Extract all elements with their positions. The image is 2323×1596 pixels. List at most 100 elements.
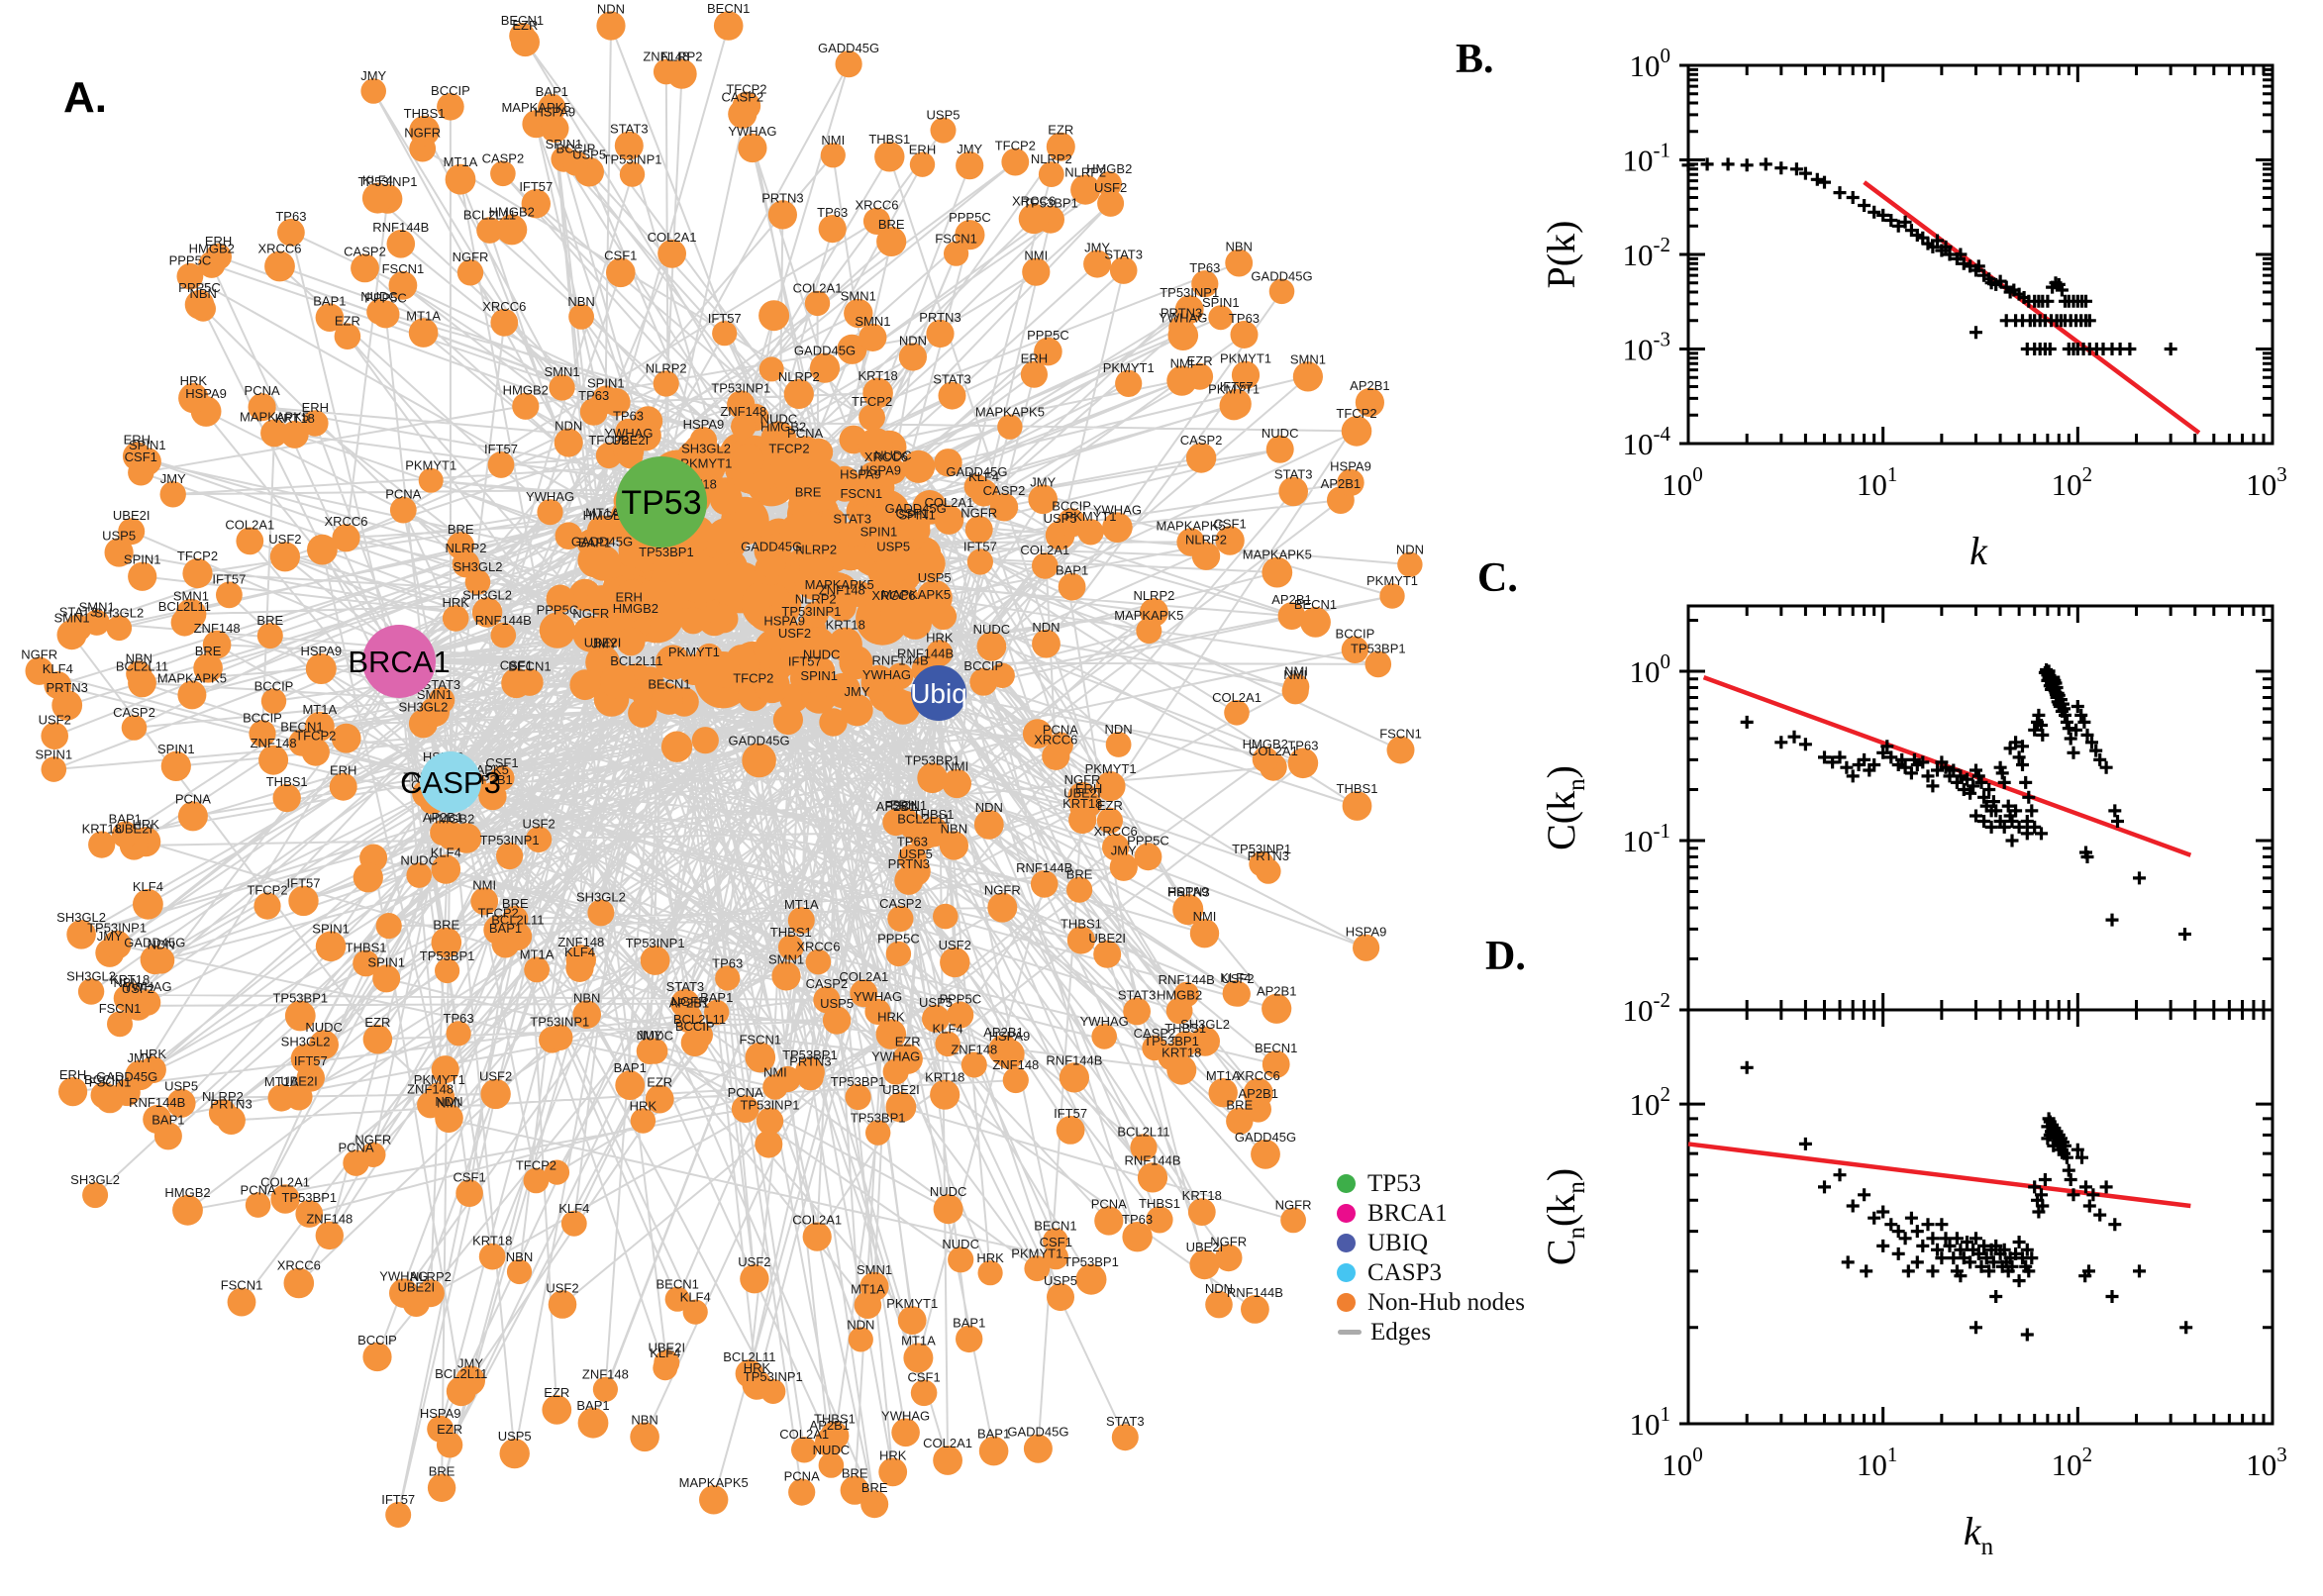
- node-label: MAPKAPK5: [501, 100, 570, 115]
- node-label: MAPKAPK5: [1114, 608, 1183, 623]
- non-hub-node: [315, 931, 347, 962]
- non-hub-node: [839, 521, 865, 548]
- node-label: NGFR: [572, 606, 609, 621]
- node-label: SH3GL2: [681, 441, 731, 455]
- non-hub-node: [253, 892, 281, 920]
- node-label: MT1A: [851, 1281, 885, 1296]
- non-hub-node: [1001, 148, 1030, 176]
- node-label: NGFR: [453, 249, 489, 264]
- node-label: ERH: [330, 763, 356, 778]
- non-hub-node: [331, 723, 361, 753]
- non-hub-node: [1231, 360, 1261, 389]
- node-label: RNF144B: [129, 1095, 185, 1110]
- non-hub-node: [307, 534, 338, 565]
- node-label: FSCN1: [221, 1278, 263, 1293]
- legend-item-label: UBIQ: [1367, 1229, 1429, 1256]
- non-hub-node: [987, 892, 1018, 923]
- fit-line: [1687, 1142, 2191, 1209]
- node-label: NUDC: [637, 1029, 674, 1044]
- node-label: HRK: [879, 1447, 907, 1462]
- node-label: TFCP2: [995, 139, 1036, 153]
- non-hub-node: [1137, 1162, 1168, 1193]
- tick-label: 100: [1662, 462, 1703, 502]
- tick-label: 10-2: [1623, 988, 1671, 1028]
- non-hub-node: [657, 239, 686, 268]
- node-label: YWHAG: [862, 667, 911, 682]
- non-hub-node: [1214, 1244, 1243, 1272]
- non-hub-node: [227, 1287, 256, 1317]
- node-label: USP5: [1044, 1273, 1077, 1288]
- node-label: NLRP2: [446, 541, 487, 555]
- non-hub-node: [1189, 919, 1220, 948]
- non-hub-node: [104, 538, 134, 567]
- node-label: NMI: [1170, 355, 1194, 370]
- node-label: HRK: [976, 1250, 1004, 1265]
- network-node-labels: USF2 GADD45G ERH PCNA UBE2I HSPA9 HMGB2 MAPKAPK…: [21, 1, 1424, 1507]
- non-hub-node: [1068, 805, 1097, 835]
- non-hub-node: [435, 957, 460, 984]
- node-label: AP2B1: [810, 1418, 850, 1433]
- non-hub-node: [804, 290, 831, 317]
- axis-title: k: [1970, 529, 1988, 573]
- non-hub-node: [305, 653, 337, 684]
- node-label: TP53BP1: [272, 991, 328, 1006]
- node-label: STAT3: [666, 979, 705, 994]
- tick-label: 10-2: [1623, 233, 1671, 272]
- node-label: NUDC: [400, 852, 438, 867]
- axis-ticks: [1679, 1010, 2274, 1426]
- node-label: TP53INP1: [711, 380, 770, 395]
- node-label: BRE: [1226, 1098, 1253, 1113]
- node-label: PPP5C: [178, 280, 221, 295]
- non-hub-node: [712, 321, 738, 347]
- node-label: SMN1: [417, 687, 453, 702]
- node-label: KLF4: [650, 1346, 680, 1360]
- non-hub-node: [1020, 360, 1048, 388]
- node-label: TP63: [712, 955, 743, 970]
- node-label: BCL2L11: [723, 1349, 775, 1364]
- axis-title: kn: [1964, 1509, 1994, 1560]
- non-hub-node: [1109, 256, 1138, 284]
- non-hub-node: [794, 1056, 825, 1087]
- node-label: SH3GL2: [94, 605, 144, 620]
- node-label: COL2A1: [1212, 690, 1262, 705]
- node-label: NDN: [597, 1, 625, 16]
- node-label: SPIN1: [546, 137, 583, 151]
- non-hub-node: [284, 1000, 316, 1032]
- node-label: RNF144B: [372, 220, 429, 235]
- node-label: TP53INP1: [741, 1098, 800, 1113]
- node-label: NGFR: [404, 126, 441, 141]
- non-hub-node: [1136, 618, 1162, 645]
- non-hub-node: [770, 450, 808, 488]
- node-label: NGFR: [960, 506, 997, 521]
- node-label: BCL2L11: [116, 659, 168, 674]
- node-label: USF2: [268, 532, 301, 547]
- node-label: TP53BP1: [851, 1110, 906, 1125]
- node-label: BCCIP: [675, 1019, 715, 1034]
- non-hub-node: [1043, 1244, 1069, 1270]
- node-label: UBE2I: [113, 508, 151, 523]
- node-label: CSF1: [1040, 1235, 1072, 1249]
- node-label: UBE2I: [1088, 931, 1126, 946]
- node-label: USF2: [1094, 180, 1127, 195]
- node-label: PRTN3: [761, 190, 803, 205]
- tick-label: 103: [2246, 1443, 2287, 1482]
- non-hub-node: [994, 1039, 1025, 1069]
- non-hub-node: [464, 569, 491, 595]
- non-hub-node: [761, 603, 796, 639]
- node-label: SMN1: [79, 600, 115, 615]
- node-label: IFT57: [1220, 379, 1254, 394]
- non-hub-node: [942, 768, 971, 799]
- non-hub-node: [172, 1194, 203, 1226]
- node-label: THBS1: [1164, 1021, 1206, 1036]
- non-hub-node: [1251, 1139, 1280, 1169]
- node-label: PRTN3: [888, 856, 930, 871]
- non-hub-node: [178, 382, 209, 414]
- node-label: NBN: [189, 286, 216, 301]
- node-label: XRCC6: [1012, 194, 1056, 209]
- non-hub-node: [902, 596, 930, 624]
- non-hub-node: [840, 1475, 869, 1505]
- node-label: ZNF148: [582, 1367, 629, 1382]
- non-hub-node: [436, 1432, 463, 1458]
- non-hub-node: [835, 50, 862, 78]
- non-hub-node: [802, 601, 829, 628]
